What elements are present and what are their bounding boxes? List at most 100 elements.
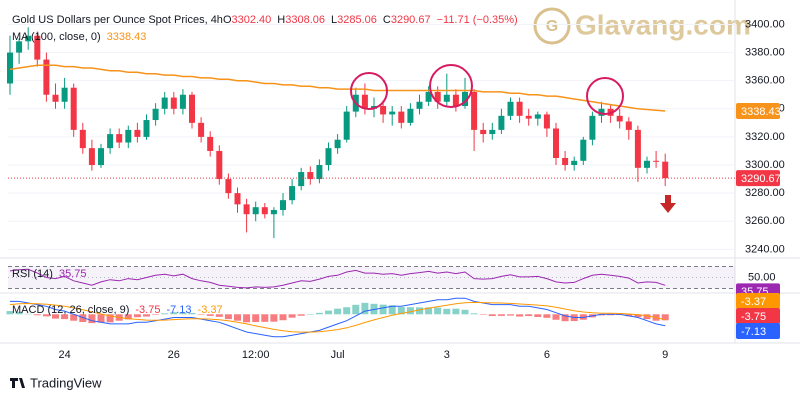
- candle-body: [434, 91, 441, 102]
- chart-title: Gold US Dollars per Ounce Spot Prices, 4…: [12, 14, 223, 26]
- ohlc-key: H: [277, 14, 285, 26]
- y-tick-label: 3280.00: [745, 187, 785, 199]
- macd-histogram-bar: [525, 314, 533, 317]
- brand: TradingView: [10, 375, 102, 390]
- candle-body: [498, 115, 505, 130]
- macd-histogram-bar: [406, 307, 414, 315]
- macd-histogram-bar: [279, 314, 287, 321]
- ma-value: 3338.43: [107, 31, 147, 43]
- candle-body: [553, 128, 559, 158]
- macd-histogram-bar: [61, 314, 69, 320]
- candle-body: [98, 148, 104, 166]
- brand-logo: [10, 378, 25, 388]
- candle-body: [598, 108, 605, 116]
- candle-body: [489, 129, 496, 135]
- macd-histogram-bar: [143, 314, 150, 317]
- y-tick-label: 3360.00: [745, 75, 785, 87]
- candle-body: [361, 94, 368, 109]
- price-tag: [736, 293, 780, 309]
- macd-histogram-bar: [334, 308, 342, 315]
- candle-body: [389, 111, 396, 115]
- macd-histogram-bar: [634, 314, 642, 318]
- price-tag-label: 3290.67: [741, 173, 781, 185]
- macd-histogram-bar: [343, 307, 351, 315]
- macd-histogram-bar: [243, 314, 251, 323]
- macd-histogram-bar: [133, 314, 141, 318]
- macd-histogram-bar: [379, 304, 387, 315]
- macd-histogram-bar: [161, 313, 169, 315]
- macd-histogram-bar: [270, 314, 278, 322]
- highlight-circle: [429, 64, 473, 108]
- candle-body: [307, 172, 314, 180]
- macd-histogram-bar: [79, 314, 87, 322]
- macd-histogram-bar: [52, 314, 59, 319]
- candle-body: [25, 35, 32, 42]
- macd-histogram-bar: [315, 312, 323, 315]
- ohlc-key: O: [223, 14, 232, 26]
- candle-body: [7, 52, 13, 84]
- candle-body: [116, 134, 123, 143]
- candle-body: [189, 94, 195, 123]
- macd-histogram-bar: [661, 314, 669, 321]
- rsi-tick-label: 50.00: [748, 271, 776, 283]
- candle-body: [280, 200, 286, 210]
- macd-histogram-bar: [33, 314, 41, 316]
- watermark-logo: [533, 7, 571, 45]
- plot-area: 3240.003260.003280.003300.003320.003340.…: [0, 0, 800, 361]
- macd-histogram-bar: [206, 314, 214, 316]
- macd-histogram-bar: [42, 314, 50, 317]
- candle-body: [634, 129, 641, 168]
- macd-histogram-bar: [443, 308, 451, 315]
- highlight-circle: [350, 72, 388, 110]
- candle-body: [134, 129, 141, 137]
- macd-histogram-bar: [643, 314, 651, 320]
- macd-histogram-bar: [288, 314, 296, 318]
- ma-name: MA (100, close, 0): [12, 31, 101, 43]
- macd-histogram-bar: [534, 314, 542, 318]
- macd-histogram-bar: [170, 312, 178, 315]
- rsi-value: 35.75: [59, 268, 87, 280]
- macd-histogram-bar: [224, 314, 232, 320]
- macd-histogram-bar: [361, 302, 369, 315]
- candle-body: [316, 165, 323, 180]
- macd-histogram-bar: [124, 314, 132, 320]
- candle-body: [325, 148, 332, 166]
- macd-histogram-bar: [488, 314, 496, 317]
- y-tick-label: 3320.00: [745, 131, 785, 143]
- candle-body: [644, 160, 650, 168]
- macd-histogram-bar: [479, 314, 487, 315]
- macd-histogram-bar: [561, 314, 569, 322]
- price-tag-label: -7.13: [741, 326, 766, 338]
- ohlc-value: 3285.06: [337, 14, 377, 26]
- candle-body: [543, 114, 550, 129]
- candle-body: [43, 59, 50, 95]
- candle-body: [34, 35, 41, 60]
- macd-histogram-bar: [425, 307, 433, 315]
- price-tag: [736, 308, 780, 324]
- candle-body: [462, 91, 468, 106]
- candle-body: [243, 204, 250, 215]
- ma-legend: MA (100, close, 0) 3338.43: [12, 31, 146, 43]
- candle-body: [270, 209, 277, 215]
- price-tag: [736, 170, 780, 187]
- macd-histogram-bar: [106, 314, 114, 323]
- y-tick-label: 3260.00: [745, 215, 785, 227]
- candle-body: [225, 179, 232, 194]
- ma-line: [9, 64, 666, 112]
- macd-histogram-bar: [325, 310, 332, 315]
- macd-histogram-bar: [261, 314, 269, 322]
- candle-body: [179, 94, 186, 109]
- x-tick-label: Jul: [331, 349, 345, 361]
- macd-line: [10, 297, 666, 338]
- x-tick-label: 12:00: [242, 349, 270, 361]
- candle-body: [534, 114, 541, 119]
- candle-body: [625, 121, 632, 130]
- ohlc-value: 3290.67: [391, 14, 431, 26]
- candle-body: [298, 172, 305, 187]
- candle-body: [107, 134, 114, 149]
- rsi-line: [9, 268, 666, 289]
- candle-body: [616, 115, 623, 122]
- x-tick-label: 26: [168, 349, 180, 361]
- macd-histogram-bar: [70, 314, 78, 321]
